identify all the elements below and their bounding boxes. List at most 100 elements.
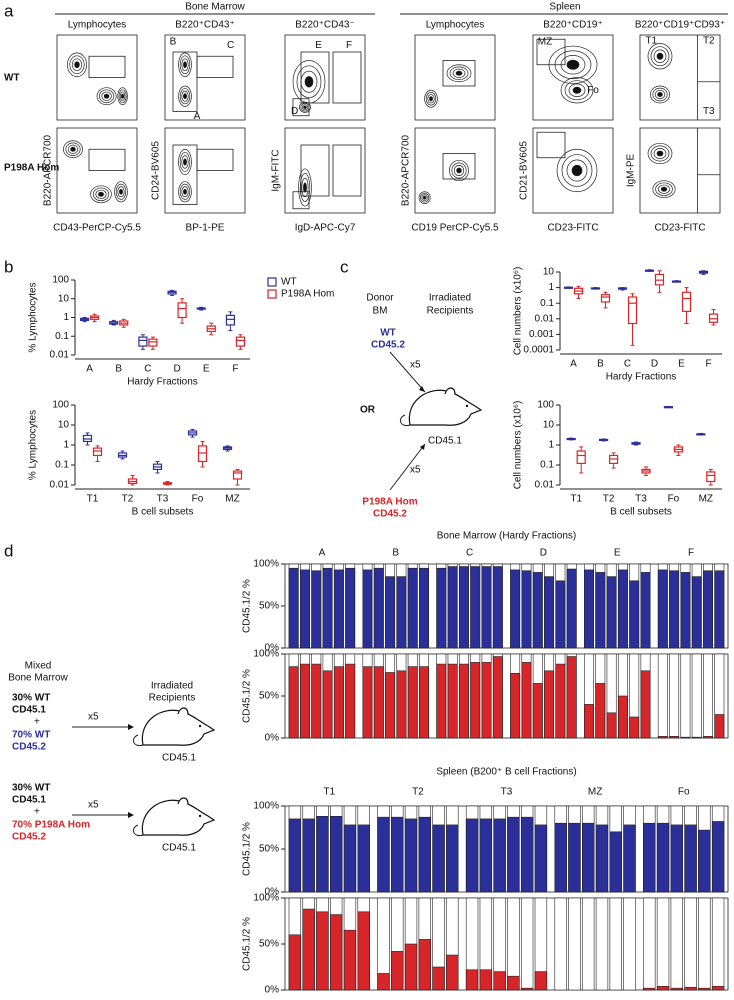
bar (703, 736, 713, 739)
bar (288, 666, 299, 739)
text: Bone Marrow (8, 673, 68, 684)
contour (183, 93, 187, 100)
row-label: WT (4, 73, 20, 84)
text: 30% WT (12, 783, 50, 794)
contour (304, 76, 314, 88)
plot-title: B220⁺CD19⁺ (543, 20, 602, 31)
bar (629, 716, 640, 739)
x-axis-label: B cell subsets (132, 507, 194, 518)
bar (481, 662, 492, 739)
box (576, 450, 586, 465)
contour (181, 90, 189, 102)
contour (660, 186, 668, 192)
bar (606, 712, 617, 739)
y-tick-label: 10 (543, 267, 555, 278)
bar (657, 736, 668, 739)
bar (521, 570, 532, 649)
bar (534, 824, 548, 893)
bar (566, 568, 577, 649)
bar (656, 822, 670, 893)
text: CD45.2 (373, 509, 407, 520)
bar (465, 818, 479, 893)
bar (669, 736, 680, 739)
plot-frame (639, 34, 721, 121)
bar (479, 969, 493, 991)
bar (703, 570, 713, 649)
x-tick-label: C (144, 364, 151, 375)
contour (90, 185, 112, 204)
y-tick-label: 0.001 (529, 329, 554, 340)
x-tick-label: T1 (570, 494, 582, 505)
bar (316, 816, 329, 893)
contour (117, 87, 128, 106)
contour (427, 94, 435, 104)
x-tick-label: T2 (603, 494, 615, 505)
contour (453, 165, 465, 176)
mouse (132, 797, 216, 837)
contour (67, 52, 87, 77)
bar (458, 566, 469, 649)
group-label: T1 (323, 787, 335, 798)
contour (70, 146, 76, 152)
bar (391, 951, 404, 991)
bar (684, 986, 697, 991)
contour (449, 159, 469, 182)
text: + (34, 807, 40, 818)
text: + (34, 717, 40, 728)
text: CD45.2 (12, 832, 46, 843)
x-axis-label: IgD-APC-Cy7 (295, 223, 356, 234)
bar (691, 576, 702, 649)
y-axis-label: Cell numbers (x10⁶) (513, 267, 524, 356)
bar (714, 570, 725, 649)
bar (554, 822, 567, 893)
bar (532, 683, 543, 739)
bar-outline (691, 653, 702, 739)
contour (119, 188, 123, 195)
text: OR (360, 405, 376, 416)
gate-label: F (346, 40, 352, 51)
plot-title: Lymphocytes (68, 20, 127, 31)
text: x5 (410, 360, 421, 371)
contour (179, 152, 191, 172)
bar-outline (698, 897, 711, 991)
contour (303, 105, 307, 109)
contour (178, 148, 192, 176)
gate (196, 55, 234, 78)
contour (92, 187, 110, 202)
y-tick-label: 1 (548, 282, 554, 293)
contour (178, 85, 192, 107)
gate-label: D (291, 106, 298, 117)
y-tick-label: 1 (63, 312, 69, 323)
contour (179, 55, 191, 75)
bar (470, 566, 481, 649)
contour (421, 194, 428, 202)
contour (121, 93, 125, 99)
x-tick-label: B (597, 359, 604, 370)
bar (670, 824, 684, 893)
bar (288, 934, 302, 991)
arrow-head (128, 724, 134, 730)
group-label: A (319, 548, 326, 559)
contour (71, 58, 83, 72)
bar-outline (657, 653, 668, 739)
bar-outline (623, 897, 636, 991)
contour (652, 87, 668, 102)
bar (418, 939, 431, 991)
bar (373, 567, 384, 649)
bar (373, 666, 384, 739)
contour (571, 164, 583, 177)
x-tick-label: T3 (157, 494, 169, 505)
x-tick-label: Fo (668, 494, 680, 505)
text: x5 (88, 800, 99, 811)
gate (300, 51, 330, 104)
contour (566, 159, 588, 182)
bar (520, 987, 534, 991)
bar (432, 824, 445, 893)
contour (299, 173, 311, 202)
panel-label: b (4, 257, 13, 276)
box (197, 445, 208, 463)
y-tick-label: 100 (52, 400, 69, 411)
contour (560, 77, 594, 104)
bar (333, 666, 344, 739)
